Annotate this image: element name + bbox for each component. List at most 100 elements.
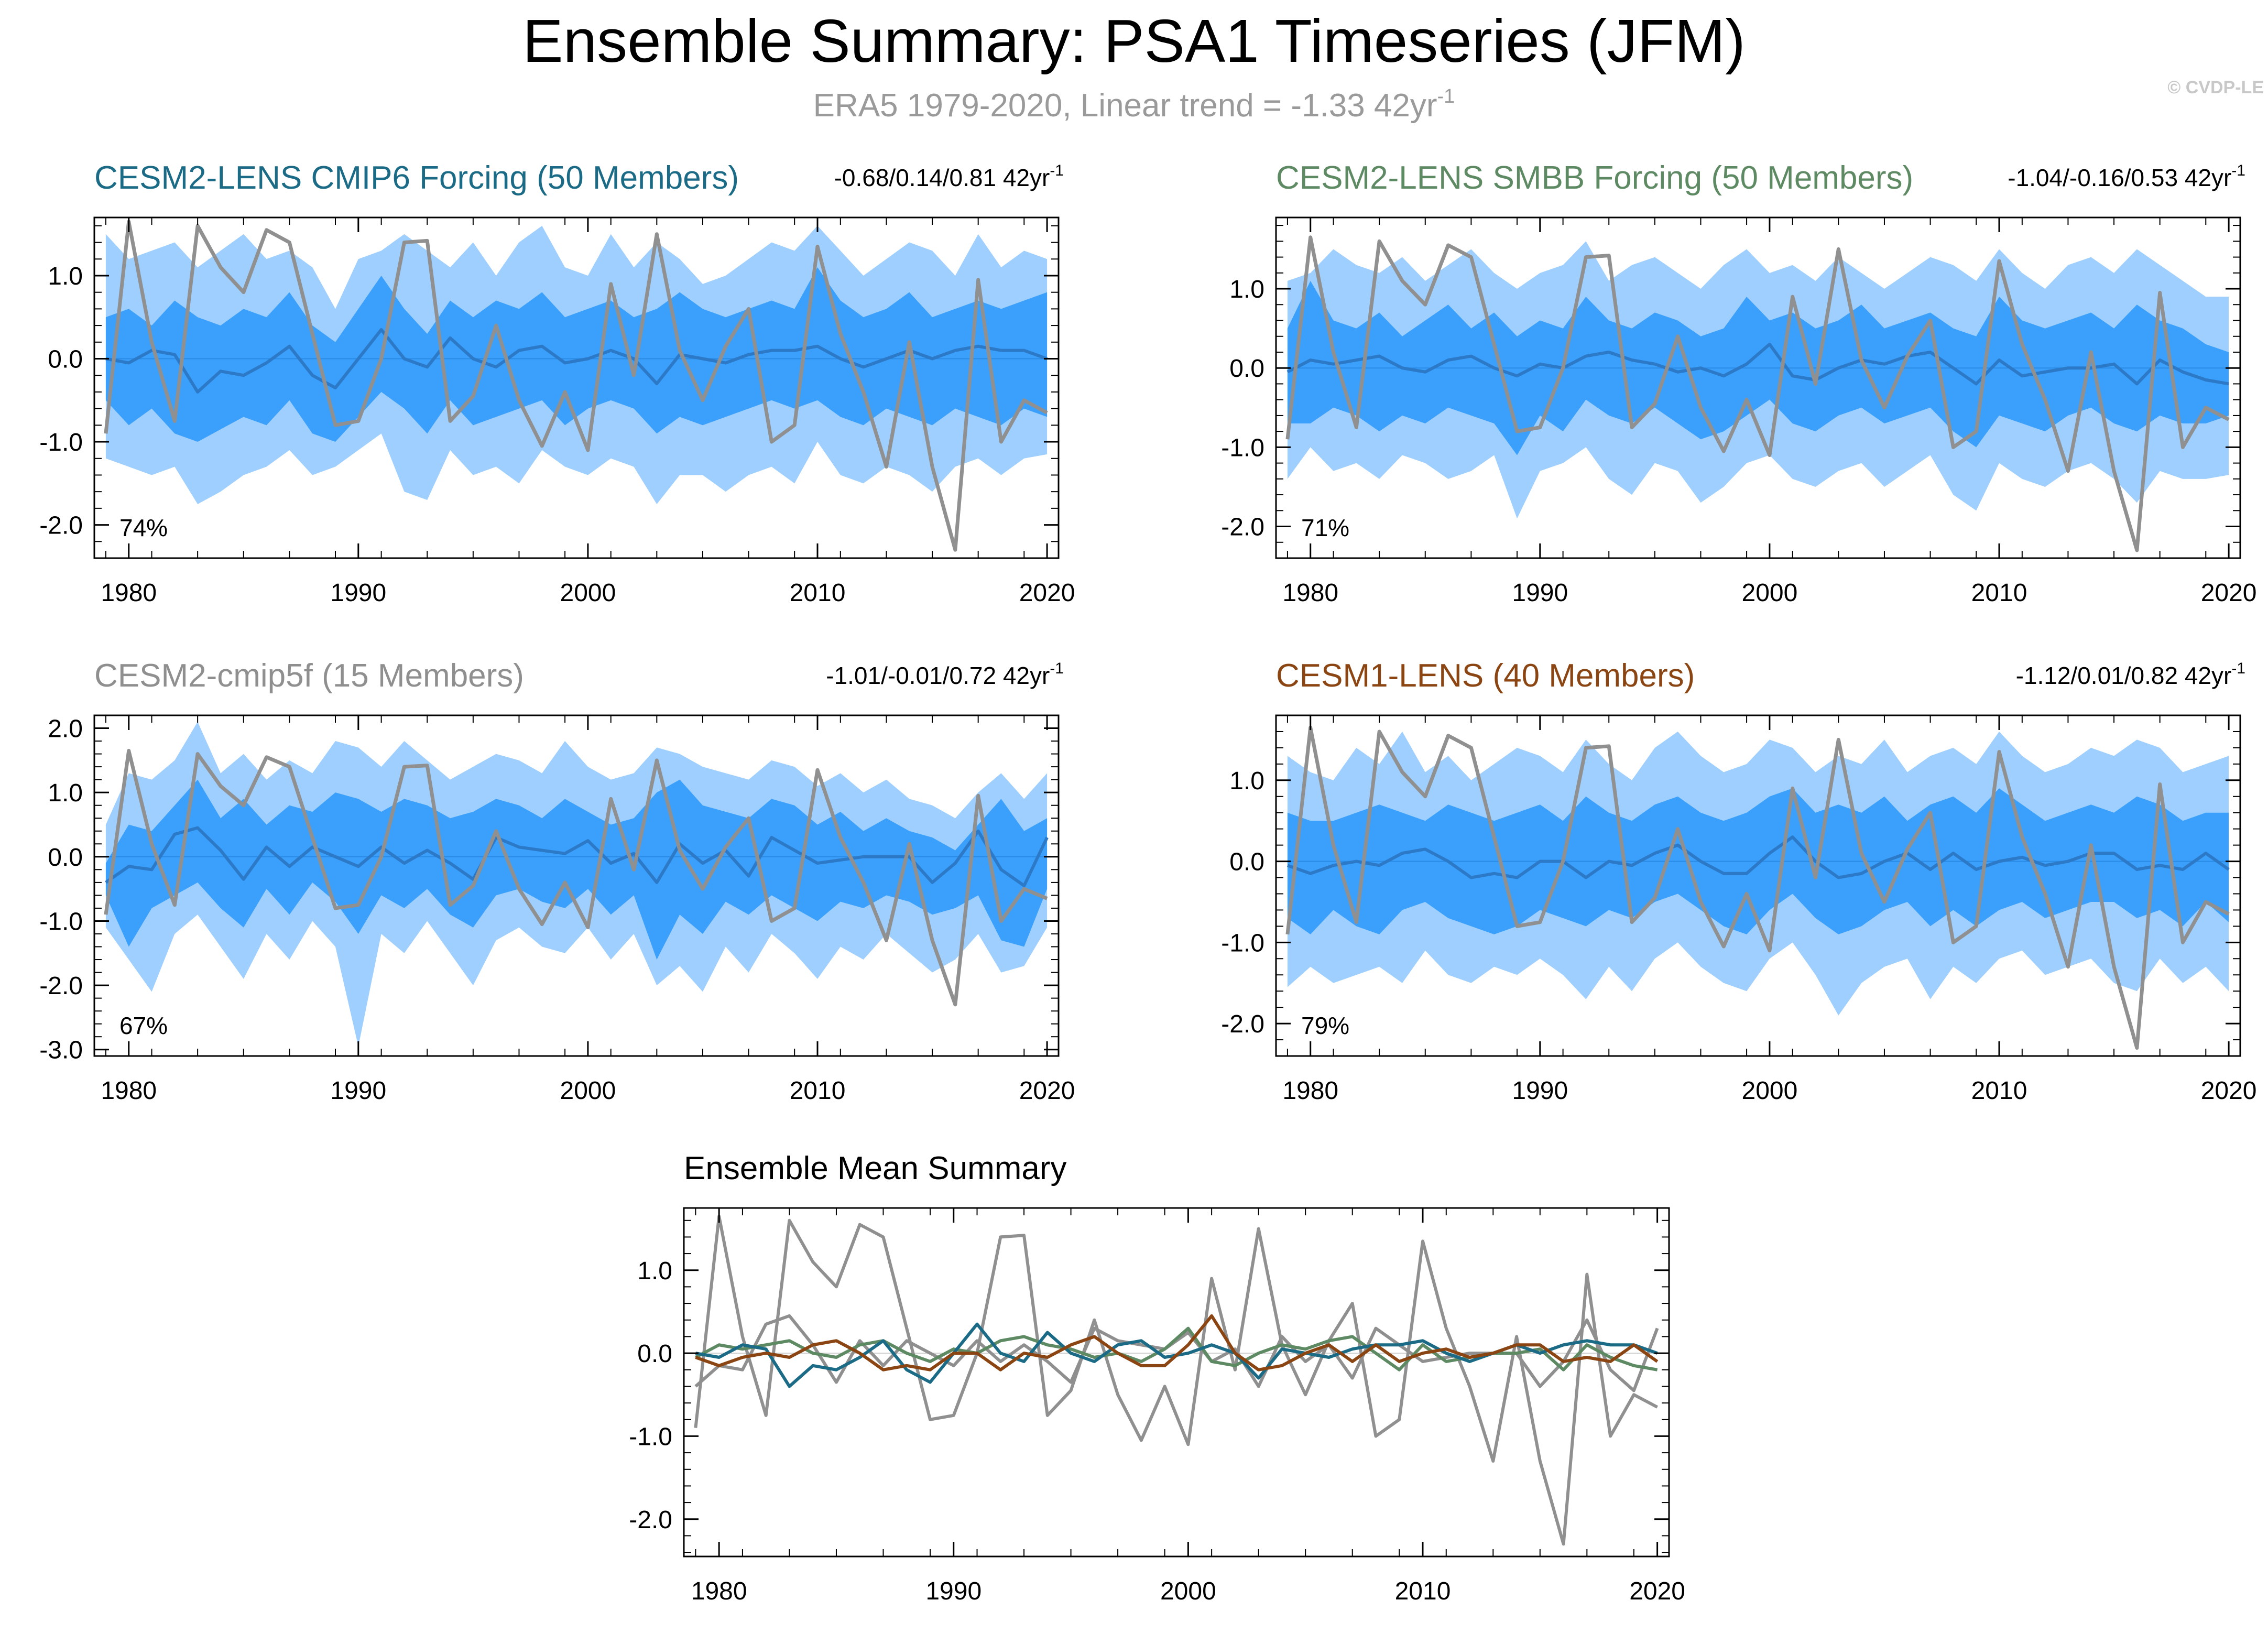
- series-line-observations: [694, 1214, 1659, 1546]
- panel-title: CESM2-cmip5f (15 Members): [94, 658, 524, 694]
- y-tick-label: -2.0: [629, 1506, 672, 1534]
- y-tick-label: -1.0: [629, 1423, 672, 1451]
- panel-cesm1-lens: CESM1-LENS (40 Members) -1.12/0.01/0.82 4…: [1221, 658, 2256, 1105]
- y-tick-label: -1.0: [39, 908, 83, 935]
- panel-ensemble-mean-summary: Ensemble Mean Summary -2.0 -1.0 0.0 1.0 1980 1…: [629, 1150, 1685, 1605]
- x-tick-label: 2000: [560, 1077, 616, 1105]
- x-tick-label: 2020: [1019, 1077, 1075, 1105]
- x-tick-label: 1980: [1282, 579, 1338, 607]
- panel-title: CESM2-LENS SMBB Forcing (50 Members): [1276, 160, 1913, 196]
- observations-line: [104, 748, 1048, 1007]
- panel-title: Ensemble Mean Summary: [684, 1150, 1067, 1186]
- plot-frame: [683, 1207, 1670, 1558]
- figure-subtitle-superscript: -1: [1437, 85, 1455, 107]
- trend-value: -1.12/0.01/0.82 42yr: [2016, 662, 2232, 689]
- plot-area: [684, 1214, 1669, 1546]
- percent-label: 71%: [1301, 514, 1349, 541]
- trend-superscript: -1: [2231, 660, 2245, 677]
- figure-subtitle-text: ERA5 1979-2020, Linear trend = -1.33 42y…: [813, 88, 1437, 124]
- y-tick-label: 0.0: [637, 1340, 672, 1368]
- observations-line: [1285, 235, 2230, 552]
- panel-title: CESM2-LENS CMIP6 Forcing (50 Members): [94, 160, 739, 196]
- series-line-cesm1: [695, 1314, 1659, 1371]
- x-tick-label: 1980: [691, 1577, 747, 1605]
- x-tick-label: 2020: [2201, 579, 2257, 607]
- ensemble-mean-line: [105, 826, 1049, 887]
- trend-superscript: -1: [2231, 162, 2245, 179]
- x-tick-label: 2010: [1395, 1577, 1451, 1605]
- x-tick-label: 1980: [1282, 1077, 1338, 1105]
- observations-line: [104, 220, 1048, 552]
- trend-label: -1.12/0.01/0.82 42yr-1: [2016, 660, 2245, 689]
- y-tick-label: 0.0: [1229, 848, 1264, 876]
- y-tick-label: -2.0: [39, 512, 83, 540]
- trend-label: -1.04/-0.16/0.53 42yr-1: [2008, 162, 2245, 191]
- y-tick-label: -1.0: [39, 429, 83, 456]
- ensemble-mean-line: [105, 328, 1048, 394]
- y-tick-label: -2.0: [39, 972, 83, 1000]
- x-tick-label: 2000: [560, 579, 616, 607]
- ensemble-mean-line: [1286, 835, 2230, 879]
- figure-subtitle: ERA5 1979-2020, Linear trend = -1.33 42y…: [813, 85, 1455, 124]
- percent-label: 79%: [1301, 1012, 1349, 1039]
- x-tick-label: 2010: [1971, 1077, 2027, 1105]
- ensemble-mean-line: [1286, 342, 2229, 386]
- plot-area: [1276, 725, 2240, 1050]
- plot-area: [94, 220, 1059, 552]
- x-tick-label: 1990: [330, 1077, 386, 1105]
- panel-cesm2-cmip5f: CESM2-cmip5f (15 Members) -1.01/-0.01/0.7…: [39, 658, 1075, 1105]
- plot-frame: [93, 216, 1060, 559]
- trend-superscript: -1: [1050, 660, 1064, 677]
- trend-value: -1.01/-0.01/0.72 42yr: [826, 662, 1050, 689]
- inner-spread-band: [105, 779, 1048, 960]
- y-tick-label: 0.0: [48, 844, 83, 872]
- x-tick-label: 2020: [1019, 579, 1075, 607]
- y-tick-label: 1.0: [1229, 767, 1264, 795]
- y-tick-label: 0.0: [1229, 355, 1264, 383]
- x-tick-label: 2000: [1742, 1077, 1798, 1105]
- percent-label: 74%: [119, 514, 168, 541]
- panel-cesm2-lens-smbb: CESM2-LENS SMBB Forcing (50 Members) -1.0…: [1221, 160, 2256, 607]
- y-tick-label: 2.0: [48, 715, 83, 743]
- x-tick-label: 2020: [1629, 1577, 1685, 1605]
- x-tick-label: 2010: [790, 579, 846, 607]
- trend-value: -0.68/0.14/0.81 42yr: [834, 164, 1050, 191]
- copyright-label: © CVDP-LE: [2167, 78, 2264, 97]
- observations-line: [1285, 725, 2230, 1050]
- y-tick-label: 1.0: [1229, 276, 1264, 303]
- x-tick-label: 1990: [1512, 1077, 1568, 1105]
- plot-area: [94, 722, 1059, 1047]
- panel-title: CESM1-LENS (40 Members): [1276, 658, 1695, 694]
- figure-title: Ensemble Summary: PSA1 Timeseries (JFM): [522, 7, 1745, 75]
- x-tick-label: 1980: [101, 579, 157, 607]
- x-tick-label: 1990: [1512, 579, 1568, 607]
- trend-label: -1.01/-0.01/0.72 42yr-1: [826, 660, 1064, 689]
- x-tick-label: 2010: [790, 1077, 846, 1105]
- x-tick-label: 2000: [1742, 579, 1798, 607]
- x-tick-label: 1990: [925, 1577, 982, 1605]
- plot-frame: [93, 714, 1060, 1057]
- y-tick-label: -1.0: [1221, 929, 1264, 957]
- trend-label: -0.68/0.14/0.81 42yr-1: [834, 162, 1064, 191]
- x-tick-label: 2000: [1160, 1577, 1216, 1605]
- percent-label: 67%: [119, 1012, 168, 1039]
- x-tick-label: 1980: [101, 1077, 157, 1105]
- plot-area: [1276, 235, 2240, 552]
- y-tick-label: -1.0: [1221, 434, 1264, 462]
- x-tick-label: 2020: [2201, 1077, 2257, 1105]
- y-tick-label: 1.0: [48, 779, 83, 807]
- y-tick-label: 0.0: [48, 346, 83, 374]
- trend-value: -1.04/-0.16/0.53 42yr: [2008, 164, 2231, 191]
- plot-frame: [1275, 714, 2241, 1057]
- y-tick-label: -2.0: [1221, 1010, 1264, 1038]
- x-tick-label: 2010: [1971, 579, 2027, 607]
- panel-cesm2-lens-cmip6: CESM2-LENS CMIP6 Forcing (50 Members) -0.…: [39, 160, 1075, 607]
- y-tick-label: 1.0: [48, 263, 83, 290]
- y-tick-label: -3.0: [39, 1037, 83, 1064]
- y-tick-label: -2.0: [1221, 514, 1264, 541]
- plot-frame: [1275, 216, 2241, 559]
- x-tick-label: 1990: [330, 579, 386, 607]
- trend-superscript: -1: [1050, 162, 1064, 179]
- inner-spread-band: [105, 267, 1048, 442]
